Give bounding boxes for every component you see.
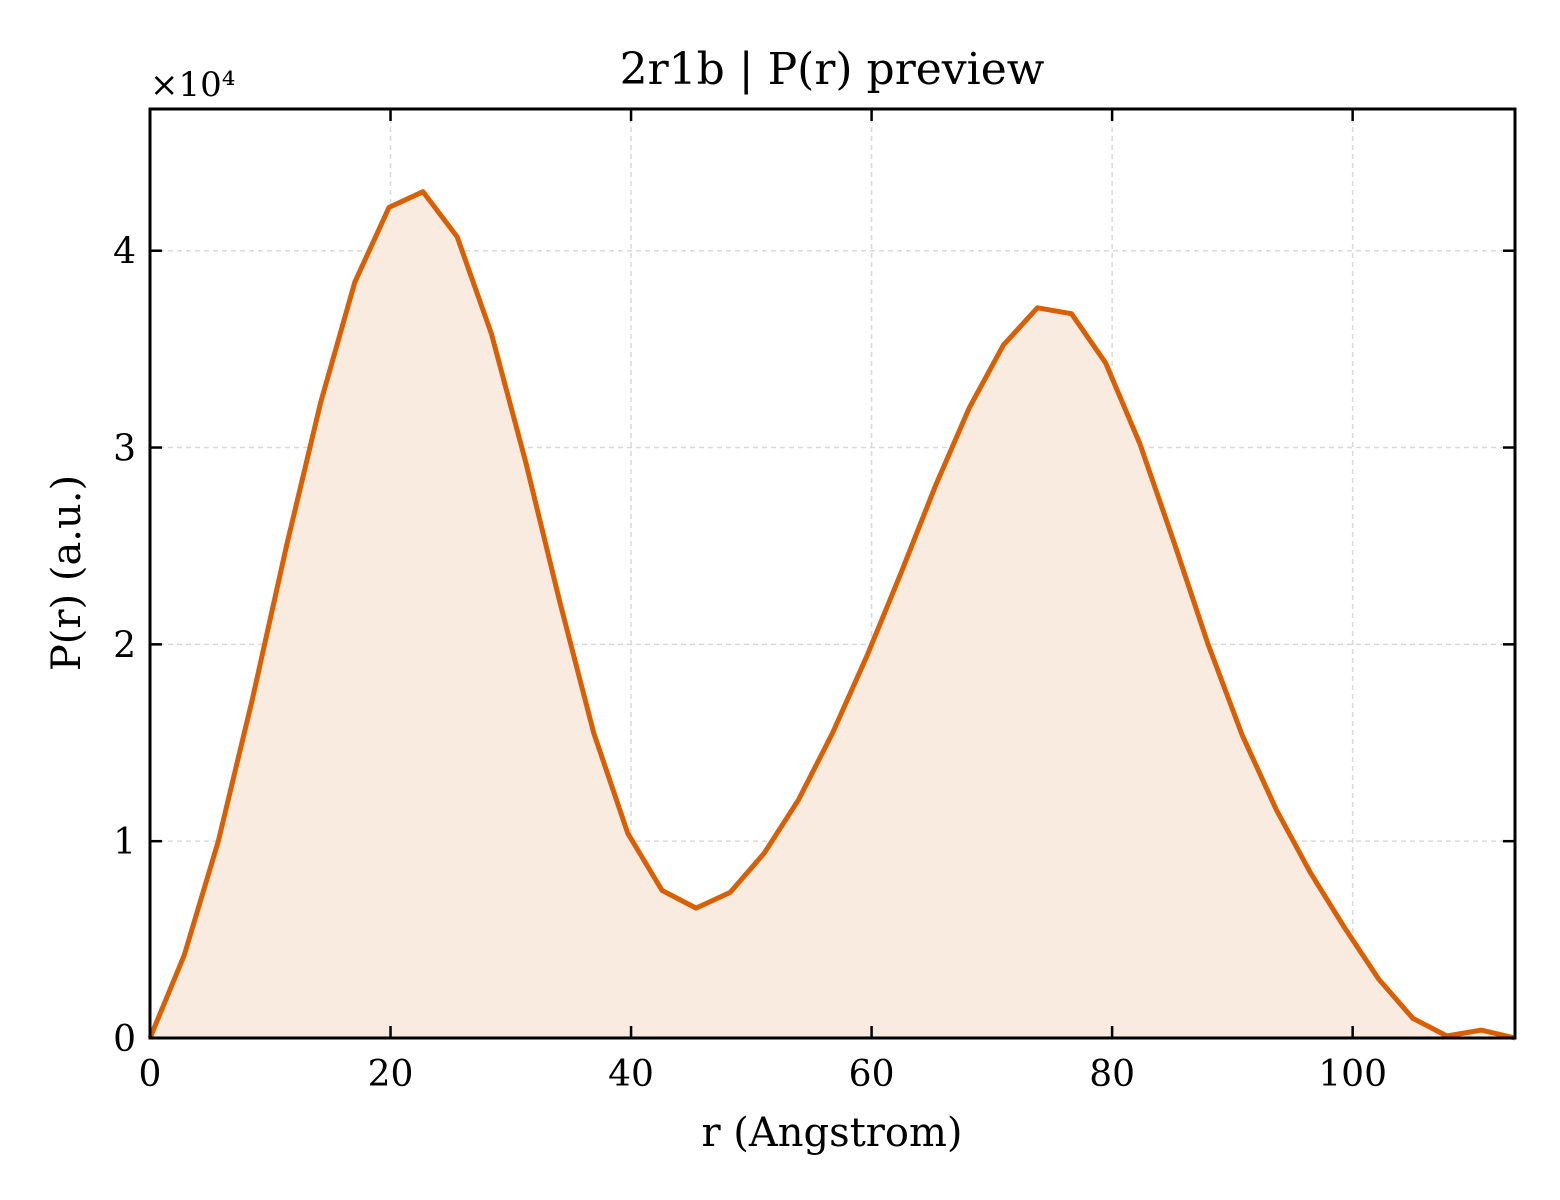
y-tick-label: 1: [113, 822, 136, 863]
y-tick-label: 0: [113, 1019, 136, 1060]
chart-title: 2r1b | P(r) preview: [620, 44, 1045, 95]
y-axis-ticks: 0 1 2 3 4: [113, 232, 1515, 1060]
y-tick-label: 2: [113, 625, 136, 666]
x-axis-ticks: 0 20 40 60 80 100: [139, 109, 1387, 1095]
y-scale-label: ×10⁴: [150, 65, 235, 105]
series-area-fill: [150, 191, 1515, 1038]
x-tick-label: 40: [608, 1054, 654, 1095]
series-line: [147, 189, 1516, 1041]
x-tick-label: 20: [368, 1054, 414, 1095]
y-tick-label: 3: [113, 429, 136, 470]
x-tick-label: 60: [849, 1054, 895, 1095]
x-tick-label: 100: [1318, 1054, 1387, 1095]
y-axis-label: P(r) (a.u.): [44, 475, 90, 671]
y-tick-label: 4: [113, 232, 136, 273]
x-axis-label: r (Angstrom): [701, 1110, 962, 1156]
plot-frame: [148, 107, 1517, 1040]
x-tick-label: 80: [1089, 1054, 1135, 1095]
x-tick-label: 0: [139, 1054, 162, 1095]
